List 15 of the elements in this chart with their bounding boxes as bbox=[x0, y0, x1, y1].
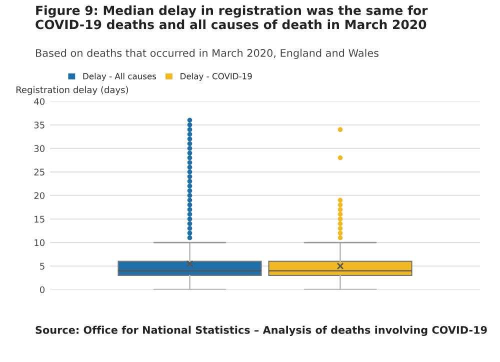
source-note: Source: Office for National Statistics – Analysis of deaths involving COVID-19 bbox=[36, 326, 487, 336]
legend-label: Delay - COVID-19 bbox=[180, 72, 252, 81]
chart-subtitle: Based on deaths that occurred in March 2020, England and Wales bbox=[36, 48, 379, 59]
y-tick-label: 35 bbox=[34, 122, 44, 128]
y-tick-label: 0 bbox=[40, 286, 45, 294]
y-tick-label: 25 bbox=[34, 168, 44, 176]
y-tick-label: 30 bbox=[34, 145, 45, 152]
y-tick-label: 5 bbox=[40, 262, 44, 270]
y-tick-label: 15 bbox=[34, 216, 44, 223]
y-tick-label: 10 bbox=[34, 239, 45, 246]
legend-label: Delay - All causes bbox=[83, 72, 156, 81]
chart-title: Figure 9: Median delay in registration was the same for COVID-19 deaths and all causes of death in March 2020 bbox=[36, 5, 428, 30]
y-axis-title: Registration delay (days) bbox=[16, 86, 128, 95]
y-tick-label: 20 bbox=[34, 192, 45, 200]
y-tick-label: 40 bbox=[34, 98, 45, 105]
